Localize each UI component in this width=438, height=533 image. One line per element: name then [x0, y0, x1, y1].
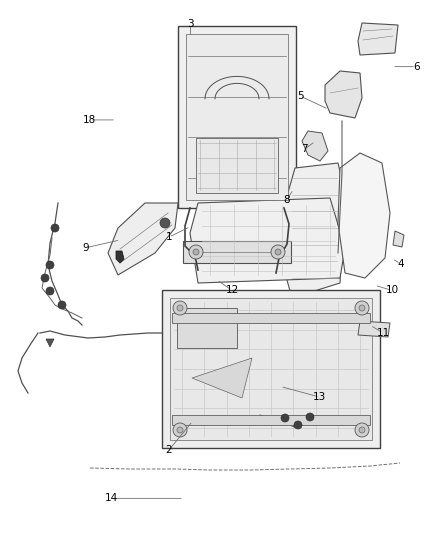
Circle shape — [355, 301, 369, 315]
Circle shape — [173, 301, 187, 315]
Circle shape — [355, 423, 369, 437]
Polygon shape — [190, 198, 345, 283]
Circle shape — [51, 224, 59, 232]
Polygon shape — [338, 153, 390, 278]
Circle shape — [177, 427, 183, 433]
Text: 11: 11 — [377, 328, 390, 338]
Bar — [177, 308, 237, 348]
Circle shape — [294, 421, 302, 429]
Text: 12: 12 — [226, 286, 239, 295]
Circle shape — [359, 305, 365, 311]
Circle shape — [271, 245, 285, 259]
Polygon shape — [192, 358, 252, 398]
Polygon shape — [358, 321, 390, 337]
Polygon shape — [46, 339, 54, 347]
Polygon shape — [325, 71, 362, 118]
Bar — [183, 241, 291, 263]
Bar — [172, 313, 370, 323]
Circle shape — [160, 218, 170, 228]
Polygon shape — [358, 23, 398, 55]
Text: 8: 8 — [283, 195, 290, 205]
Circle shape — [41, 274, 49, 282]
Circle shape — [193, 249, 199, 255]
Polygon shape — [393, 231, 404, 247]
Circle shape — [189, 245, 203, 259]
Text: 4: 4 — [397, 259, 404, 269]
Bar — [170, 298, 372, 440]
Text: 7: 7 — [301, 144, 308, 154]
Polygon shape — [302, 131, 328, 161]
Circle shape — [275, 249, 281, 255]
Text: 18: 18 — [83, 115, 96, 125]
Polygon shape — [116, 251, 124, 263]
Text: 6: 6 — [413, 62, 420, 71]
Text: 9: 9 — [82, 243, 89, 253]
Text: 3: 3 — [187, 19, 194, 29]
Circle shape — [281, 414, 289, 422]
Circle shape — [177, 305, 183, 311]
Polygon shape — [108, 203, 178, 275]
Circle shape — [359, 427, 365, 433]
Bar — [162, 290, 380, 448]
Circle shape — [58, 301, 66, 309]
Circle shape — [46, 261, 54, 269]
Text: 5: 5 — [297, 91, 304, 101]
Text: 14: 14 — [105, 494, 118, 503]
Text: 10: 10 — [385, 286, 399, 295]
Bar — [186, 34, 288, 200]
Bar — [196, 138, 278, 193]
Text: 13: 13 — [313, 392, 326, 402]
Polygon shape — [285, 163, 345, 298]
Bar — [178, 26, 296, 208]
Text: 1: 1 — [165, 232, 172, 242]
Bar — [172, 415, 370, 425]
Circle shape — [306, 413, 314, 421]
Circle shape — [46, 287, 54, 295]
Text: 2: 2 — [165, 446, 172, 455]
Circle shape — [173, 423, 187, 437]
